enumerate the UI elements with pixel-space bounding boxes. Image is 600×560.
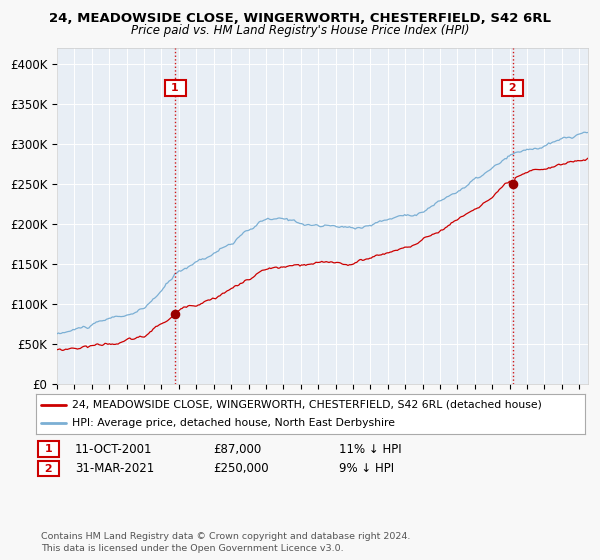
Text: 9% ↓ HPI: 9% ↓ HPI [339, 462, 394, 475]
Text: 24, MEADOWSIDE CLOSE, WINGERWORTH, CHESTERFIELD, S42 6RL: 24, MEADOWSIDE CLOSE, WINGERWORTH, CHEST… [49, 12, 551, 25]
Text: 2: 2 [505, 83, 520, 93]
Text: 11% ↓ HPI: 11% ↓ HPI [339, 442, 401, 456]
Text: 1: 1 [167, 83, 183, 93]
Text: Contains HM Land Registry data © Crown copyright and database right 2024.
This d: Contains HM Land Registry data © Crown c… [41, 533, 410, 553]
Text: 31-MAR-2021: 31-MAR-2021 [75, 462, 154, 475]
Text: 24, MEADOWSIDE CLOSE, WINGERWORTH, CHESTERFIELD, S42 6RL (detached house): 24, MEADOWSIDE CLOSE, WINGERWORTH, CHEST… [71, 400, 542, 409]
Text: 1: 1 [41, 444, 56, 454]
Text: HPI: Average price, detached house, North East Derbyshire: HPI: Average price, detached house, Nort… [71, 418, 395, 428]
Text: £250,000: £250,000 [213, 462, 269, 475]
Text: 2: 2 [41, 464, 56, 474]
Point [508, 179, 517, 188]
Text: Price paid vs. HM Land Registry's House Price Index (HPI): Price paid vs. HM Land Registry's House … [131, 24, 469, 36]
Text: £87,000: £87,000 [213, 442, 261, 456]
Text: 11-OCT-2001: 11-OCT-2001 [75, 442, 152, 456]
Point [170, 310, 180, 319]
